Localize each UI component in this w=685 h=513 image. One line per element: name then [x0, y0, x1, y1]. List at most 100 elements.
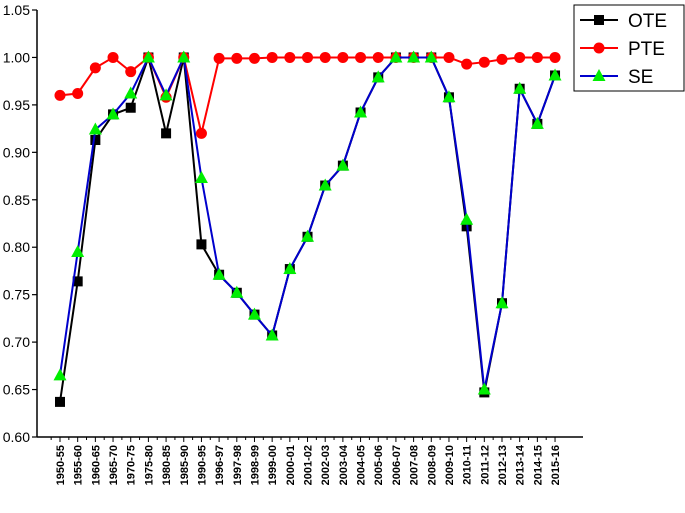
square-marker	[55, 396, 65, 407]
x-tick-label: 1980-85	[161, 445, 173, 485]
x-tick-label: 1996-97	[214, 445, 226, 485]
triangle-marker	[513, 81, 527, 94]
circle-marker	[337, 51, 349, 63]
y-tick-label: 0.70	[3, 334, 30, 350]
circle-marker	[54, 89, 66, 101]
circle-marker	[531, 51, 543, 63]
x-tick-label: 2007-08	[409, 445, 421, 485]
triangle-marker	[389, 50, 403, 63]
triangle-marker	[194, 170, 208, 183]
circle-marker	[107, 51, 119, 63]
triangle-marker	[124, 86, 138, 99]
x-tick-label: 1970-75	[126, 445, 138, 485]
y-tick-label: 0.85	[3, 192, 30, 208]
circle-marker	[319, 51, 331, 63]
circle-marker	[231, 52, 243, 64]
x-tick-label: 2002-03	[320, 445, 332, 485]
x-tick-label: 2005-06	[373, 445, 385, 485]
triangle-marker	[371, 70, 385, 83]
square-marker	[594, 15, 604, 25]
circle-marker	[125, 66, 137, 78]
x-tick-label: 2001-02	[303, 445, 315, 485]
triangle-marker	[354, 105, 368, 118]
circle-marker	[372, 51, 384, 63]
legend-label: SE	[628, 67, 653, 88]
triangle-marker	[548, 68, 562, 81]
x-tick-label: 2000-01	[285, 445, 297, 485]
x-tick-label: 2013-14	[515, 444, 527, 485]
circle-marker	[478, 56, 490, 68]
circle-marker	[213, 52, 225, 64]
circle-marker	[443, 51, 455, 63]
triangle-marker	[495, 296, 509, 309]
y-tick-label: 0.95	[3, 97, 30, 113]
triangle-marker	[283, 262, 297, 275]
triangle-marker	[247, 307, 261, 320]
series-pte	[54, 51, 561, 139]
x-tick-label: 2004-05	[356, 445, 368, 485]
triangle-marker	[592, 69, 606, 81]
circle-marker	[593, 42, 605, 54]
triangle-marker	[53, 368, 67, 381]
square-marker	[196, 239, 207, 250]
triangle-marker	[301, 229, 315, 242]
triangle-marker	[424, 50, 438, 63]
x-tick-label: 1950-55	[55, 445, 67, 485]
legend-label: PTE	[628, 39, 665, 60]
y-tick-label: 0.65	[3, 382, 30, 398]
x-tick-label: 1990-95	[196, 445, 208, 485]
triangle-marker	[318, 178, 332, 191]
triangle-marker	[177, 50, 191, 63]
y-tick-label: 1.05	[3, 2, 30, 18]
square-marker	[72, 276, 83, 287]
triangle-marker	[460, 212, 474, 225]
series-se	[53, 50, 562, 395]
x-tick-label: 1955-60	[73, 445, 85, 485]
x-tick-label: 2010-11	[462, 445, 474, 485]
circle-marker	[302, 51, 314, 63]
circle-marker	[89, 62, 101, 74]
triangle-marker	[71, 244, 85, 257]
x-tick-label: 1965-70	[108, 445, 120, 485]
x-tick-label: 2012-13	[497, 445, 509, 485]
circle-marker	[549, 51, 561, 63]
x-tick-label: 2003-04	[338, 444, 350, 485]
circle-marker	[461, 58, 473, 70]
y-tick-label: 0.75	[3, 287, 30, 303]
triangle-marker	[477, 382, 491, 395]
triangle-marker	[230, 285, 244, 298]
circle-marker	[248, 52, 260, 64]
triangle-marker	[442, 90, 456, 103]
x-tick-label: 1999-00	[267, 445, 279, 485]
triangle-marker	[336, 158, 350, 171]
circle-marker	[195, 127, 207, 139]
x-tick-label: 2011-12	[479, 445, 491, 485]
legend-label: OTE	[628, 11, 667, 32]
square-marker	[125, 102, 136, 113]
x-tick-label: 1960-65	[90, 445, 102, 485]
circle-marker	[72, 88, 84, 100]
y-tick-label: 0.80	[3, 239, 30, 255]
triangle-marker	[530, 116, 544, 129]
x-tick-label: 1998-99	[249, 445, 261, 485]
x-tick-label: 1997-98	[232, 445, 244, 485]
triangle-marker	[159, 88, 173, 101]
triangle-marker	[407, 50, 421, 63]
triangle-marker	[141, 50, 155, 63]
x-tick-label: 2006-07	[391, 445, 403, 485]
circle-marker	[355, 51, 367, 63]
circle-marker	[266, 51, 278, 63]
y-tick-label: 1.00	[3, 49, 30, 65]
series-ote	[55, 52, 561, 407]
triangle-marker	[212, 267, 226, 280]
circle-marker	[514, 51, 526, 63]
circle-marker	[284, 51, 296, 63]
legend: OTE PTE SE	[573, 4, 685, 92]
triangle-marker	[106, 107, 120, 120]
square-marker	[161, 128, 172, 139]
square-marker	[90, 134, 101, 145]
x-tick-label: 2015-16	[550, 445, 562, 485]
x-tick-label: 1975-80	[143, 445, 155, 485]
y-tick-label: 0.60	[3, 429, 30, 445]
